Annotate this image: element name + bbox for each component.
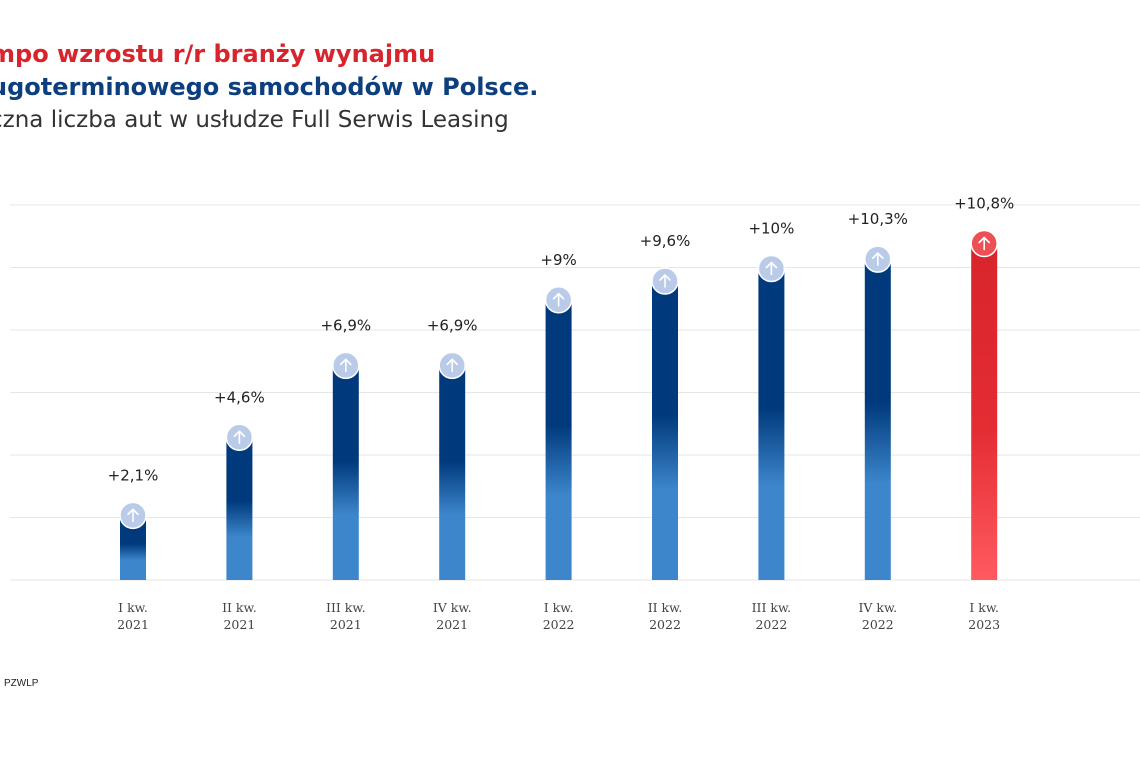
source-note: PZWLP xyxy=(4,678,39,689)
arrow-up-icon xyxy=(757,254,786,283)
value-label: +6,9% xyxy=(427,316,478,334)
x-tick-label: III kw. 2021 xyxy=(326,600,366,632)
arrow-up-icon xyxy=(332,351,360,380)
bar xyxy=(971,242,998,580)
bar xyxy=(332,364,359,580)
arrow-up-icon xyxy=(544,286,573,314)
x-tick-label: II kw. 2022 xyxy=(648,600,683,632)
value-label: +10,3% xyxy=(848,210,908,228)
x-tick-label: I kw. 2021 xyxy=(117,600,149,632)
x-tick-label: III kw. 2022 xyxy=(752,600,792,632)
x-tick-labels: I kw. 2021 II kw. 2021 III kw. 2021 IV kw. 2021… xyxy=(117,600,1000,632)
bar xyxy=(545,298,572,580)
gridlines xyxy=(10,204,1140,581)
value-labels: +2,1% +4,6% +6,9% +6,9% +9% +9,6% +10% +10,3% +1… xyxy=(108,195,1015,485)
bar xyxy=(758,267,785,580)
arrow-up-icon xyxy=(119,501,147,530)
title-block: mpo wzrostu r/r branży wynajmu ugotermin… xyxy=(0,38,900,136)
value-label: +2,1% xyxy=(108,466,159,484)
value-label: +4,6% xyxy=(214,388,265,406)
chart-title-line2: ugoterminowego samochodów w Polsce. xyxy=(0,73,539,101)
arrow-up-icon xyxy=(970,229,998,258)
chart-title-line1: mpo wzrostu r/r branży wynajmu xyxy=(0,40,436,68)
value-label: +10% xyxy=(748,220,794,238)
x-tick-label: I kw. 2022 xyxy=(543,600,575,632)
bar xyxy=(226,436,253,580)
x-tick-label: IV kw. 2022 xyxy=(858,600,897,632)
value-label: +9,6% xyxy=(640,232,691,250)
arrow-up-icon xyxy=(651,267,679,295)
arrow-up-icon xyxy=(864,245,892,273)
x-tick-label: IV kw. 2021 xyxy=(433,600,472,632)
value-label: +6,9% xyxy=(320,316,371,334)
bar xyxy=(439,364,466,580)
x-tick-label: II kw. 2021 xyxy=(222,600,257,632)
bars xyxy=(119,229,998,580)
x-tick-label: I kw. 2023 xyxy=(968,600,1000,632)
arrow-up-icon xyxy=(438,351,466,380)
bar xyxy=(652,280,678,580)
value-label: +10,8% xyxy=(954,195,1014,213)
arrow-up-icon xyxy=(225,423,254,451)
value-label: +9% xyxy=(540,251,576,269)
chart-subtitle: czna liczba aut w usłudze Full Serwis Le… xyxy=(0,107,509,133)
bar xyxy=(864,258,891,580)
